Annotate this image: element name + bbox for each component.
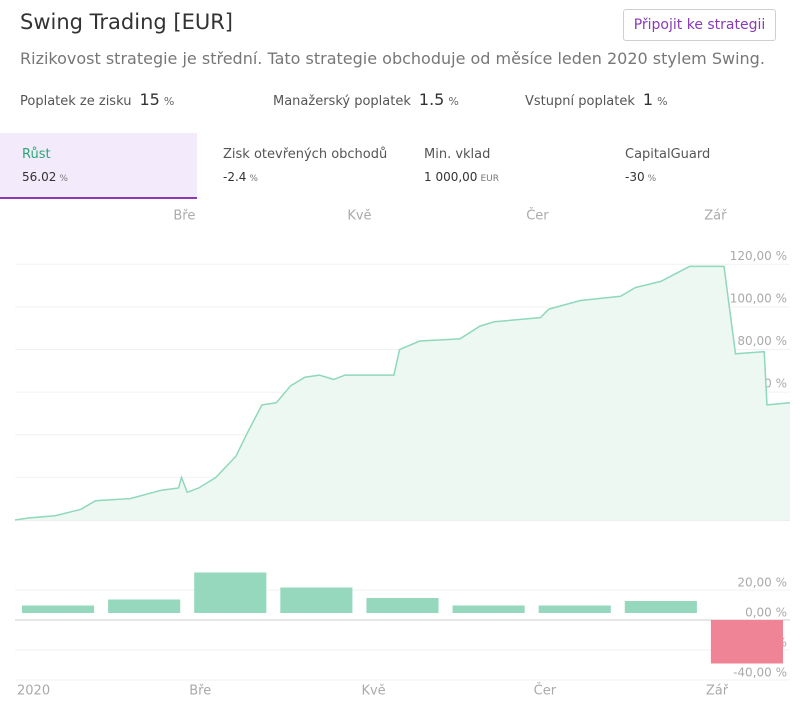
fee-unit: %	[163, 95, 175, 108]
tab[interactable]: Min. vklad 1 000,00 EUR	[402, 133, 599, 197]
fee-unit: %	[657, 95, 668, 108]
fee-label: Vstupní poplatek	[525, 94, 635, 109]
y-tick-label: 0,00 %	[745, 606, 787, 620]
tab-value: -2.4%	[223, 170, 258, 184]
tab[interactable]: Zisk otevřených obchodů -2.4%	[201, 133, 398, 197]
bar	[366, 598, 439, 613]
fee-label: Manažerský poplatek	[273, 94, 411, 109]
bar	[538, 605, 611, 613]
bar	[624, 601, 697, 613]
y-tick-label: 100,00 %	[730, 291, 787, 305]
line	[14, 265, 791, 521]
title: Swing Trading [EUR]	[20, 10, 233, 34]
bar	[452, 605, 525, 613]
y-tick-label: 80,00 %	[737, 334, 787, 348]
tab-unit: EUR	[480, 174, 499, 184]
fee: Vstupní poplatek 1%	[525, 90, 668, 109]
tab-label: Zisk otevřených obchodů	[223, 147, 388, 162]
tab-value: 1 000,00 EUR	[424, 170, 499, 184]
fee: Poplatek ze zisku 15%	[20, 90, 174, 109]
area	[15, 266, 790, 520]
bar	[22, 605, 95, 613]
x-tick-label: Kvě	[361, 684, 385, 699]
bar	[194, 572, 267, 613]
fee-unit: %	[448, 95, 459, 108]
tab[interactable]: CapitalGuard -30%	[603, 133, 800, 197]
x-tick-label: 2020	[17, 684, 50, 699]
tab-label: Min. vklad	[424, 147, 491, 162]
fee-value: 1	[642, 90, 654, 109]
tab-number: 1 000,00	[424, 170, 478, 184]
x-tick-label: Kvě	[347, 209, 371, 224]
join-button[interactable]: Připojit ke strategii	[623, 9, 776, 41]
tab-unit: %	[249, 174, 258, 184]
tab-unit: %	[59, 174, 68, 184]
x-tick-label: Zář	[704, 209, 727, 224]
tab-label: CapitalGuard	[625, 147, 711, 162]
fee-value: 15	[139, 90, 160, 109]
bar	[710, 620, 783, 664]
tab-label: Růst	[22, 147, 51, 162]
subtitle: Rizikovost strategie je střední. Tato st…	[20, 49, 765, 68]
x-tick-label: Bře	[173, 209, 195, 224]
y-tick-label: 120,00 %	[730, 249, 787, 263]
tab-number: 56.02	[22, 170, 57, 184]
tab-value: 56.02%	[22, 170, 68, 184]
fee: Manažerský poplatek 1.5%	[273, 90, 459, 109]
tab-number: -2.4	[223, 170, 247, 184]
x-tick-label: Bře	[189, 684, 211, 699]
bar	[280, 587, 353, 613]
tab-number: -30	[625, 170, 645, 184]
fee-label: Poplatek ze zisku	[20, 94, 132, 109]
x-tick-label: Zář	[706, 684, 729, 699]
y-tick-label: -40,00 %	[733, 666, 787, 680]
tab-value: -30%	[625, 170, 656, 184]
tab-unit: %	[647, 174, 657, 184]
tab[interactable]: Růst 56.02%	[0, 133, 197, 199]
x-tick-label: Čer	[526, 208, 549, 224]
y-tick-label: 20,00 %	[737, 576, 787, 590]
x-tick-label: Čer	[534, 683, 557, 699]
fee-value: 1.5	[418, 90, 445, 109]
bar	[108, 599, 181, 613]
